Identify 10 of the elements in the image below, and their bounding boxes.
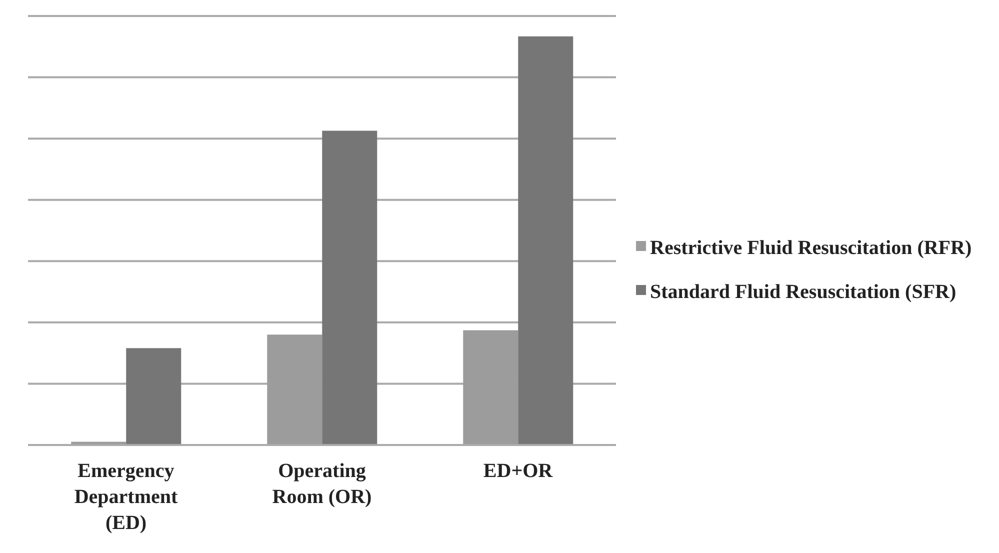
x-tick-label: Emergency Department (ED) (74, 460, 178, 534)
x-tick-label: Operating Room (OR) (272, 460, 372, 508)
bar (322, 130, 378, 445)
legend-label: Standard Fluid Resuscitation (SFR) (650, 280, 956, 304)
legend-label: Restrictive Fluid Resuscitation (RFR) (650, 236, 972, 260)
bar (267, 334, 322, 445)
bar (126, 348, 182, 445)
bar (463, 330, 518, 445)
bar (518, 36, 574, 445)
x-tick-label: ED+OR (483, 460, 554, 482)
